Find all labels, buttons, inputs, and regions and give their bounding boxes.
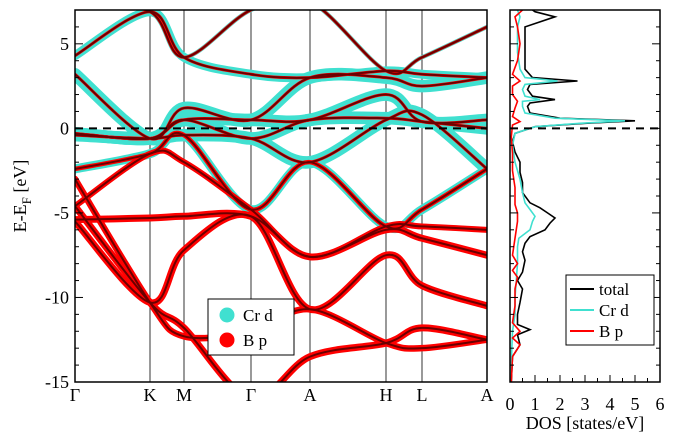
y-tick-label: 0: [60, 118, 69, 138]
b-p-weight-band-10: [75, 12, 487, 78]
k-point-label: M: [176, 385, 192, 405]
dos-x-tick-label: 6: [656, 394, 665, 414]
k-point-label: L: [417, 385, 428, 405]
dos-x-tick-label: 1: [531, 394, 540, 414]
legend-marker-cr-d: [220, 308, 235, 323]
dos-x-tick-label: 5: [631, 394, 640, 414]
dos-x-axis-title: DOS [states/eV]: [526, 413, 644, 433]
band-legend: Cr d B p: [208, 299, 294, 355]
k-point-label: A: [481, 385, 494, 405]
legend-label-cr-d: Cr d: [243, 306, 273, 325]
legend-label-b-p: B p: [243, 331, 267, 350]
y-tick-label: -10: [45, 287, 69, 307]
dos-x-tick-label: 4: [606, 394, 615, 414]
y-axis-title: E-EF [eV]: [10, 160, 34, 233]
k-point-label: Γ: [246, 385, 256, 405]
dos-x-tick-label: 0: [506, 394, 515, 414]
y-tick-label: 5: [60, 34, 69, 54]
dos-x-tick-label: 3: [581, 394, 590, 414]
dos-legend-label-cr-d: Cr d: [599, 301, 629, 320]
dos-x-tick-label: 2: [556, 394, 565, 414]
legend-label-total: total: [599, 280, 629, 299]
legend-marker-b-p: [220, 333, 235, 348]
k-point-label: A: [304, 385, 317, 405]
band-10: [75, 12, 487, 78]
dos-legend: total Cr d B p: [566, 275, 654, 345]
k-point-label: H: [380, 385, 393, 405]
cr-d-weight-band-10: [75, 12, 487, 78]
y-tick-label: -15: [45, 372, 69, 392]
k-point-label: K: [144, 385, 157, 405]
dos-legend-label-b-p: B p: [599, 322, 623, 341]
k-point-label: Γ: [70, 385, 80, 405]
y-tick-label: -5: [54, 203, 69, 223]
